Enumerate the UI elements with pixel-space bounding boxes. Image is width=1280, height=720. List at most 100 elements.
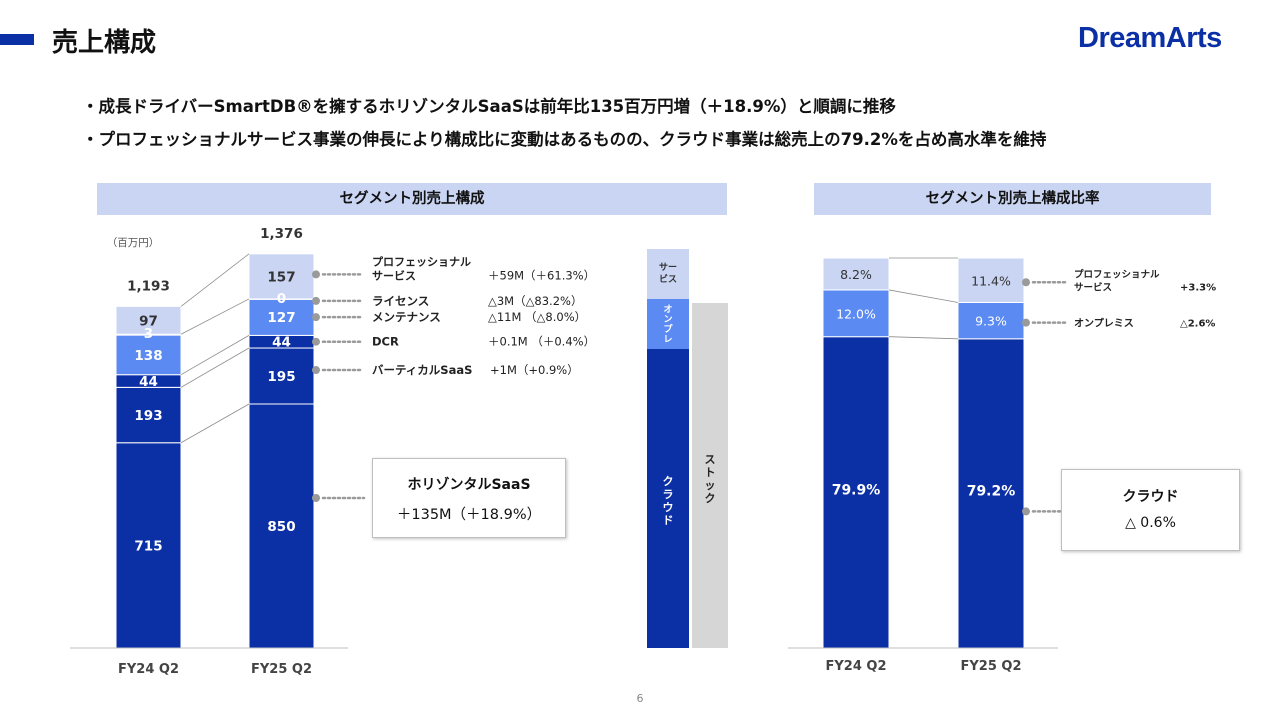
side-bar-label: サー — [659, 262, 677, 273]
data-label: 97 — [139, 313, 158, 329]
data-label: 12.0% — [836, 306, 876, 321]
annotation-label: オンプレミス — [1074, 317, 1134, 330]
annotation-label: プロフェッショナル — [372, 254, 471, 268]
side-bar-stock — [692, 303, 728, 648]
side-bar-label: オ — [663, 304, 672, 315]
x-tick-label: FY25 Q2 — [960, 659, 1021, 674]
side-bar-label: ビス — [659, 273, 677, 285]
bar-segment — [822, 257, 890, 291]
callout-title: ホリゾンタルSaaS — [407, 477, 531, 493]
side-bar-label: ラ — [663, 488, 674, 501]
bar-segment — [115, 334, 182, 376]
connector-line — [180, 335, 250, 376]
annotation-dot — [312, 270, 320, 279]
callout-change: ＋135M（＋18.9%） — [396, 507, 542, 523]
data-label: 79.9% — [832, 482, 881, 498]
page-title: 売上構成 — [52, 28, 157, 58]
annotation-change: △3M（△83.2%） — [488, 294, 582, 308]
bar-segment — [115, 386, 182, 444]
annotation-label: プロフェッショナル — [1074, 268, 1160, 280]
annotation-label: サービス — [372, 268, 416, 282]
side-bar-label: ン — [663, 314, 672, 325]
connector-line — [888, 336, 959, 340]
side-bar-label: ク — [705, 492, 716, 505]
bar-segment — [248, 298, 315, 336]
page-number: 6 — [636, 692, 644, 705]
bar-segment — [248, 253, 315, 300]
annotation-change: △11M （△8.0%） — [488, 310, 586, 324]
annotation-dot — [312, 337, 320, 346]
side-bar-service — [647, 249, 689, 299]
annotation-change: ＋0.1M （＋0.4%） — [488, 335, 595, 349]
annotation-dot — [312, 366, 320, 375]
annotation-label: バーティカルSaaS — [372, 363, 472, 377]
annotation-dot — [312, 313, 320, 322]
side-bar-label: ウ — [663, 501, 674, 514]
data-label: 138 — [134, 348, 162, 364]
data-label: 3 — [144, 326, 153, 342]
data-label: 11.4% — [971, 273, 1011, 288]
connector-line — [180, 403, 250, 444]
unit-label: （百万円） — [107, 237, 160, 249]
horizontal-saas-callout: ホリゾンタルSaaS ＋135M（＋18.9%） — [372, 458, 566, 538]
annotation-label: サービス — [1074, 281, 1112, 293]
cloud-callout: クラウド △ 0.6% — [1061, 469, 1240, 551]
side-bar-label: レ — [663, 334, 672, 345]
data-label: 44 — [139, 374, 158, 390]
connector-line — [180, 253, 250, 307]
annotation-change: ＋59M（＋61.3%） — [488, 268, 595, 282]
data-label: 8.2% — [840, 267, 872, 282]
left-panel-header: セグメント別売上構成 — [97, 183, 727, 215]
connector-line — [180, 347, 250, 388]
x-tick-label: FY24 Q2 — [118, 662, 179, 677]
side-bar-label: ッ — [705, 479, 716, 492]
data-label: 195 — [267, 369, 295, 385]
side-bar-label: ク — [663, 475, 674, 488]
annotation-label: ライセンス — [372, 294, 429, 308]
bar-segment — [248, 347, 315, 405]
side-bar-onpre — [647, 299, 689, 349]
callout-title: クラウド — [1122, 489, 1179, 505]
annotation-dot — [312, 493, 320, 502]
total-label: 1,376 — [260, 226, 303, 242]
x-tick-label: FY25 Q2 — [251, 662, 312, 677]
annotation-dot — [1022, 318, 1030, 327]
annotation-label: DCR — [372, 335, 399, 349]
data-label: 850 — [267, 519, 295, 535]
annotation-label: メンテナンス — [372, 310, 441, 324]
bar-segment — [957, 338, 1025, 649]
callout-change: △ 0.6% — [1125, 515, 1176, 531]
side-bar-label: プ — [663, 323, 673, 335]
side-bar-label: ト — [705, 466, 716, 479]
side-bar-label: ス — [705, 453, 716, 466]
annotation-dot — [312, 296, 320, 305]
data-label: 79.2% — [967, 483, 1016, 499]
side-bar-cloud — [647, 349, 689, 648]
annotation-dot — [1022, 278, 1030, 287]
title-accent-bar — [0, 34, 34, 45]
bar-segment — [115, 305, 182, 335]
dreamarts-logo: DreamArts — [1078, 22, 1222, 54]
data-label: 157 — [267, 269, 295, 285]
data-label: 9.3% — [975, 314, 1007, 329]
data-label: 193 — [134, 408, 162, 424]
right-panel-header: セグメント別売上構成比率 — [814, 183, 1211, 215]
annotation-dot — [1022, 507, 1030, 516]
bullet-item: ・プロフェッショナルサービス事業の伸長により構成比に変動はあるものの、クラウド事… — [82, 130, 1047, 149]
bar-segment — [248, 403, 315, 649]
annotation-change: +1M（+0.9%） — [490, 363, 579, 377]
annotation-change: △2.6% — [1180, 319, 1215, 330]
data-label: 0 — [277, 291, 286, 307]
data-label: 127 — [267, 310, 295, 326]
annotation-change: +3.3% — [1180, 282, 1216, 293]
connector-line — [888, 289, 959, 303]
x-tick-label: FY24 Q2 — [825, 659, 886, 674]
side-bar-label: ド — [663, 514, 674, 527]
data-label: 715 — [134, 538, 162, 554]
total-label: 1,193 — [127, 278, 170, 294]
bullet-list: ・成長ドライバーSmartDB®を擁するホリゾンタルSaaSは前年比135百万円… — [82, 94, 1046, 160]
bullet-item: ・成長ドライバーSmartDB®を擁するホリゾンタルSaaSは前年比135百万円… — [82, 97, 896, 116]
connector-line — [180, 298, 250, 335]
data-label: 44 — [272, 335, 291, 351]
